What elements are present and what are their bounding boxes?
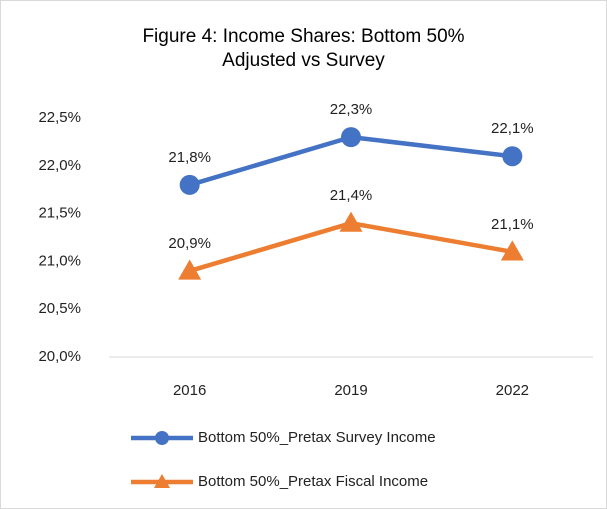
title-box: Figure 4: Income Shares: Bottom 50% Adju… [1, 25, 606, 73]
data-label: 22,3% [330, 101, 373, 118]
legend-label: Bottom 50%_Pretax Survey Income [198, 429, 436, 446]
data-label: 22,1% [491, 120, 534, 137]
data-point [502, 146, 523, 167]
legend-label: Bottom 50%_Pretax Fiscal Income [198, 473, 428, 490]
data-label: 21,1% [491, 216, 534, 233]
x-tick-label: 2019 [334, 382, 367, 399]
y-tick-label: 21,0% [38, 252, 81, 269]
y-tick-label: 22,5% [38, 109, 81, 126]
x-tick-label: 2016 [173, 382, 206, 399]
y-tick-label: 22,0% [38, 157, 81, 174]
data-point [179, 174, 200, 195]
chart-title: Figure 4: Income Shares: Bottom 50% Adju… [142, 26, 465, 71]
data-point [341, 127, 361, 148]
data-point [339, 211, 363, 232]
data-point [178, 259, 202, 280]
y-tick-label: 21,5% [38, 205, 81, 222]
y-tick-label: 20,0% [38, 348, 81, 365]
legend-marker [155, 431, 169, 445]
data-label: 20,9% [168, 235, 211, 252]
y-tick-label: 20,5% [38, 300, 81, 317]
data-point [500, 240, 524, 261]
data-label: 21,8% [168, 149, 211, 166]
data-label: 21,4% [330, 187, 373, 204]
x-tick-label: 2022 [496, 382, 529, 399]
legend-marker [153, 473, 171, 489]
